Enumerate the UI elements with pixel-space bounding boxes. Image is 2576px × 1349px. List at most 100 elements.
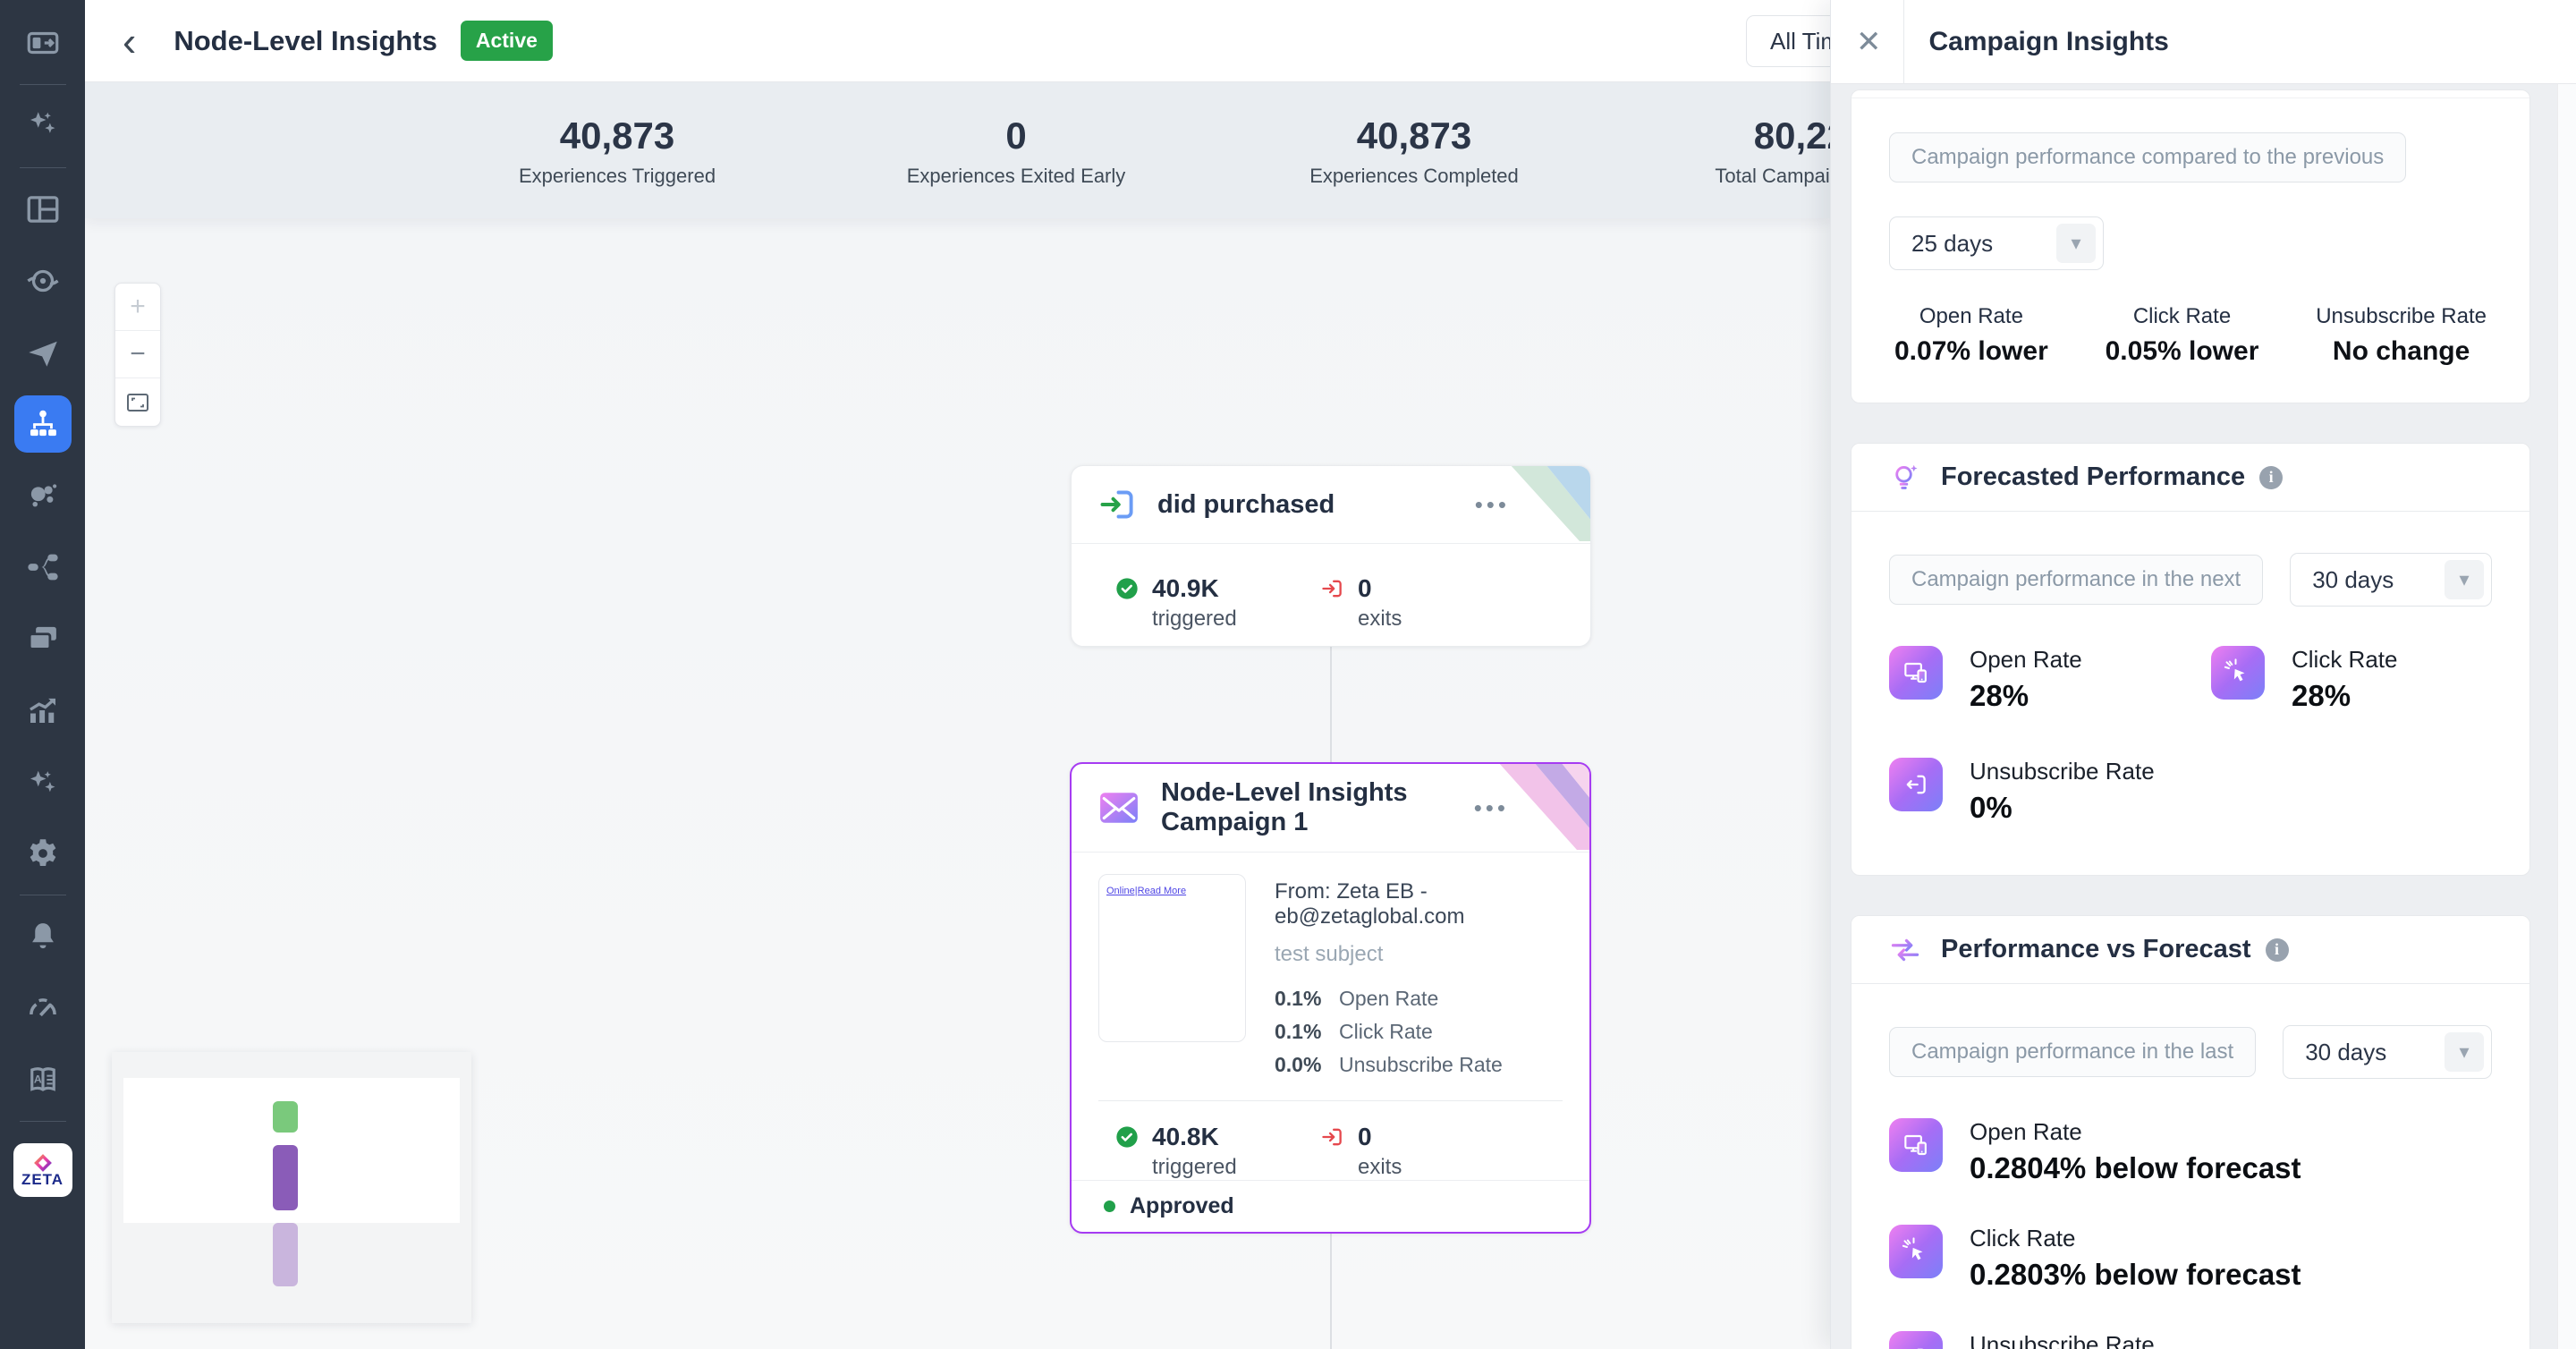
stat-experiences-exited: 0 Experiences Exited Early (828, 115, 1204, 188)
forecast-click-rate: Click Rate 28% (2211, 646, 2492, 713)
section-header: Forecasted Performance i (1852, 444, 2529, 512)
back-button[interactable]: ‹ (123, 17, 137, 64)
entry-node-did-purchased[interactable]: did purchased ••• 40.9K triggered (1071, 465, 1591, 647)
zeta-logo[interactable]: ZETA (13, 1143, 72, 1197)
email-preview-link: Online|Read More (1106, 886, 1187, 896)
comparison-metric: Click Rate 0.05% lower (2106, 304, 2259, 367)
ai-sparkles-icon[interactable] (14, 753, 72, 810)
close-icon[interactable]: ✕ (1856, 24, 1882, 59)
check-circle-icon (1116, 578, 1138, 599)
metric-label: Open Rate (1919, 304, 2023, 328)
campaign-node-header: Node-Level Insights Campaign 1 ••• (1072, 764, 1589, 853)
exits-value: 0 (1358, 1123, 1372, 1150)
speed-gauge-icon[interactable] (14, 980, 72, 1037)
insights-panel-title: Campaign Insights (1928, 26, 2169, 56)
entry-node-title: did purchased (1157, 489, 1335, 519)
journeys-icon-active[interactable] (13, 395, 72, 453)
email-thumbnail[interactable]: Online|Read More (1098, 874, 1246, 1042)
entry-trigger-icon (1100, 490, 1133, 519)
notifications-bell-icon[interactable] (14, 908, 72, 965)
triggered-stat: 40.9K triggered (1114, 574, 1320, 632)
flow-split-icon[interactable] (14, 539, 72, 596)
stat-label: Experiences Triggered (518, 165, 716, 187)
section-title: Forecasted Performance (1941, 462, 2246, 491)
svg-text:A: A (33, 1073, 41, 1086)
exits-value: 0 (1358, 574, 1372, 602)
time-filter-value: All Time (1770, 27, 1832, 55)
canvas-minimap[interactable] (112, 1052, 471, 1323)
exit-arrow-icon (1322, 580, 1342, 598)
forecast-period-dropdown[interactable]: 30 days ▾ (2290, 553, 2492, 607)
node-corner-decoration (1499, 764, 1589, 850)
comparison-period-dropdown[interactable]: 25 days ▾ (1889, 216, 2104, 270)
campaign-node[interactable]: Node-Level Insights Campaign 1 ••• Onlin… (1070, 762, 1591, 1234)
fit-to-screen-button[interactable] (115, 378, 160, 426)
sidebar-collapse-icon[interactable] (14, 14, 72, 72)
dashboard-icon[interactable] (14, 181, 72, 238)
journey-canvas[interactable]: + − did purchased ••• (85, 218, 1832, 1349)
settings-gear-icon[interactable] (14, 825, 72, 882)
content-cards-icon[interactable] (14, 610, 72, 667)
vs-forecast-period-dropdown[interactable]: 30 days ▾ (2283, 1025, 2492, 1079)
open-rate-devices-icon (1889, 646, 1943, 700)
comparison-metric: Open Rate 0.07% lower (1894, 304, 2048, 367)
app-sidebar: A ZETA (0, 0, 85, 1349)
exits-label: exits (1358, 1155, 1402, 1179)
minimap-campaign-node (273, 1145, 298, 1210)
metric-value: 0.05% lower (2105, 336, 2259, 366)
experience-stats-bar: 40,873 Experiences Triggered 0 Experienc… (85, 82, 1908, 218)
panel-scrollbar[interactable] (2557, 84, 2576, 1349)
knowledge-base-icon[interactable]: A (14, 1051, 72, 1108)
metric-value: 28% (2292, 679, 2351, 712)
metric-label: Open Rate (1970, 1118, 2082, 1145)
stat-experiences-triggered: 40,873 Experiences Triggered (429, 115, 805, 188)
chevron-down-icon: ▾ (2445, 560, 2484, 599)
sidebar-divider (19, 167, 66, 168)
time-filter-dropdown[interactable]: All Time (1746, 15, 1832, 67)
comparison-chip: Campaign performance compared to the pre… (1889, 132, 2407, 182)
exits-label: exits (1358, 607, 1402, 631)
exits-stat: 0 exits (1320, 1123, 1526, 1180)
dropdown-value: 25 days (1911, 229, 1994, 257)
vs-forecast-metrics: Open Rate 0.2804% below forecast C (1889, 1118, 2492, 1349)
triggered-label: triggered (1152, 1155, 1237, 1179)
dropdown-value: 30 days (2312, 565, 2394, 593)
audience-target-icon[interactable] (14, 252, 72, 310)
zoom-out-button[interactable]: − (115, 331, 160, 378)
divider (1902, 0, 1904, 84)
zeta-logo-text: ZETA (21, 1171, 64, 1188)
node-corner-decoration (1511, 466, 1590, 541)
info-icon[interactable]: i (2265, 938, 2289, 962)
triggered-label: triggered (1152, 607, 1237, 631)
rate-value: 0.1% (1275, 987, 1322, 1010)
email-preview: Online|Read More From: Zeta EB - eb@zeta… (1072, 853, 1589, 1086)
open-rate-devices-icon (1889, 1118, 1943, 1172)
analytics-icon[interactable] (14, 682, 72, 739)
email-subject: test subject (1275, 942, 1384, 966)
section-header: Performance vs Forecast i (1852, 916, 2529, 984)
send-campaign-icon[interactable] (14, 324, 72, 381)
chevron-down-icon: ▾ (2056, 224, 2096, 263)
email-rates: 0.1% Open Rate 0.1% Click Rate 0.0% Unsu… (1275, 987, 1563, 1077)
zoom-in-button[interactable]: + (115, 284, 160, 331)
metric-label: Open Rate (1970, 646, 2082, 673)
comparison-metric: Unsubscribe Rate No change (2316, 304, 2487, 367)
campaign-node-menu-icon[interactable]: ••• (1473, 793, 1509, 821)
email-from: From: Zeta EB - eb@zetaglobal.com (1275, 879, 1465, 929)
metric-value: 28% (1970, 679, 2029, 712)
campaign-status-footer: Approved (1072, 1180, 1589, 1232)
compare-arrows-icon (1891, 938, 1919, 961)
rate-value: 0.1% (1275, 1020, 1322, 1043)
metric-label: Unsubscribe Rate (1970, 1331, 2155, 1349)
performance-vs-forecast-card: Performance vs Forecast i Campaign perfo… (1851, 915, 2530, 1349)
campaign-insights-panel: ✕ Campaign Insights Campaign performance… (1830, 0, 2576, 1349)
forecast-unsubscribe-rate: Unsubscribe Rate 0% (1889, 758, 2211, 825)
metric-label: Click Rate (2292, 646, 2398, 673)
insights-panel-body[interactable]: Campaign performance compared to the pre… (1831, 84, 2557, 1349)
campaign-status: Approved (1130, 1193, 1234, 1218)
vs-open-rate: Open Rate 0.2804% below forecast (1889, 1118, 2492, 1185)
ai-sparkles-icon[interactable] (14, 98, 72, 155)
entry-node-menu-icon[interactable]: ••• (1474, 490, 1510, 518)
info-icon[interactable]: i (2259, 465, 2284, 489)
segments-cluster-icon[interactable] (14, 467, 72, 524)
